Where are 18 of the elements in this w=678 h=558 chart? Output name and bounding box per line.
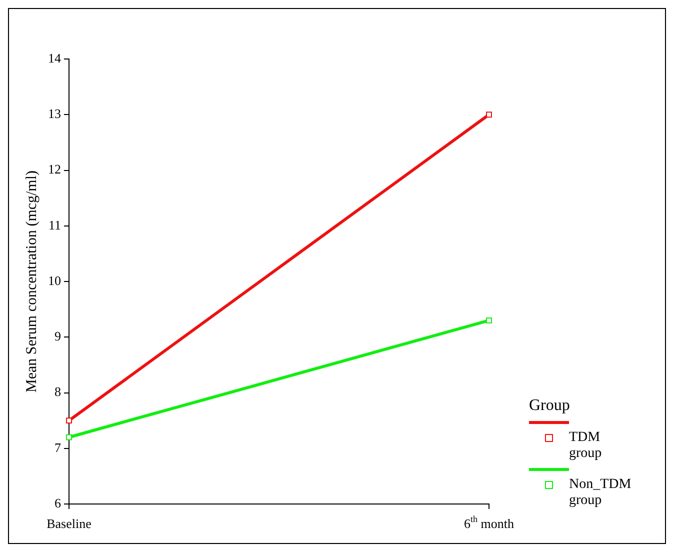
point [486,112,492,118]
y-tick-label: 7 [54,440,62,455]
y-tick-label: 6 [54,495,62,510]
legend-title: Group [529,397,571,415]
y-tick-label: 13 [48,106,61,122]
point [66,434,72,440]
y-tick-label: 14 [48,50,62,66]
point [66,418,72,424]
y-tick-label: 12 [48,162,61,177]
legend-label: Non_TDM group [569,477,632,509]
y-tick-label: 10 [48,272,61,288]
y-tick-label: 9 [54,328,61,344]
x-tick-label: Baseline [46,516,92,531]
legend-label: TDM group [569,430,603,462]
y-tick-label: 8 [54,384,61,400]
point [486,317,492,324]
y-axis-title: Mean Serum concentration (mcg/ml) [24,170,40,393]
y-tick-label: 11 [48,217,61,232]
